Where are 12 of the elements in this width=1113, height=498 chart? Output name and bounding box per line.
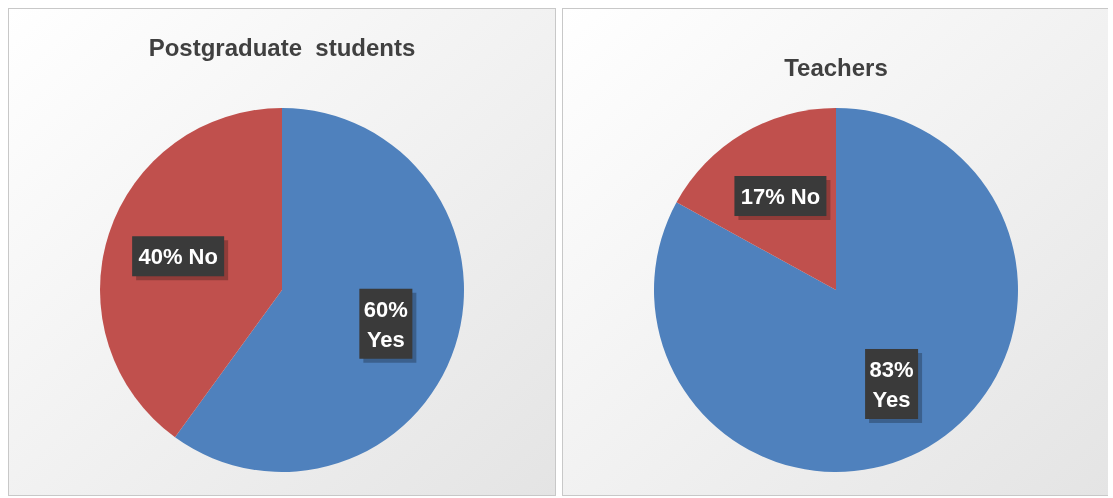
data-label: 83%: [869, 356, 914, 382]
chart-title: Postgraduate students: [148, 34, 416, 61]
chart-title: Teachers: [784, 54, 888, 81]
pie-slice: [100, 108, 282, 438]
slice-label: Yes: [366, 326, 405, 352]
data-label: 17%: [740, 184, 785, 210]
data-label: 60%: [363, 296, 408, 322]
data-label: 40%: [138, 244, 183, 270]
slice-label: No: [188, 244, 218, 270]
slice-label: Yes: [872, 386, 911, 412]
pie-slice: [654, 108, 1018, 472]
slice-label: No: [790, 184, 821, 210]
